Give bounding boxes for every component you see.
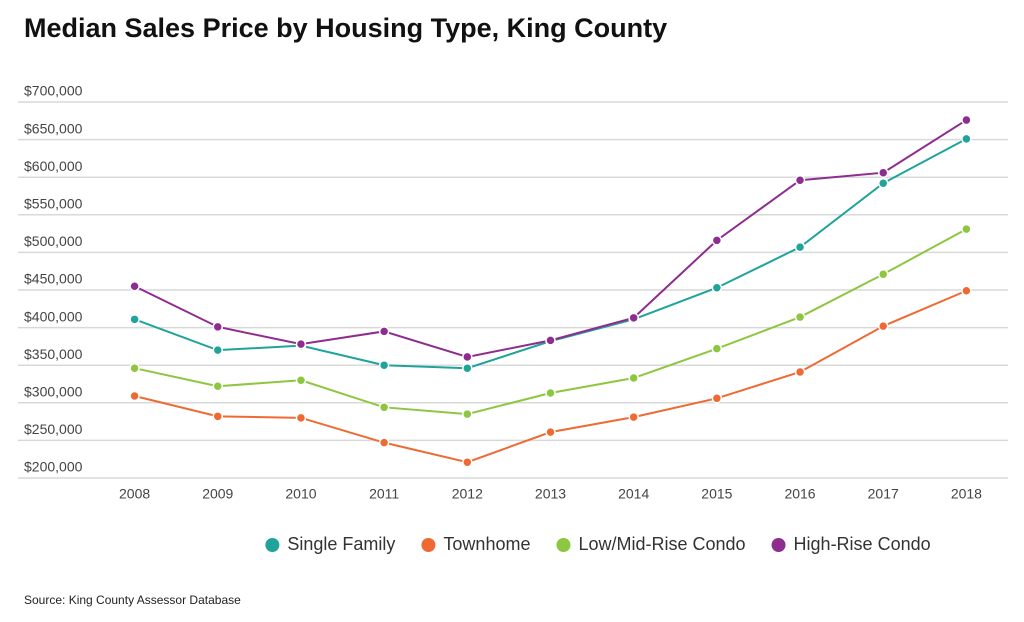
y-tick-label: $550,000 <box>24 196 83 212</box>
y-tick-label: $600,000 <box>24 158 83 174</box>
data-point <box>794 241 806 253</box>
data-point <box>212 411 224 422</box>
data-point <box>129 280 140 292</box>
data-point <box>711 282 723 293</box>
legend-label: Townhome <box>443 534 530 554</box>
chart-title: Median Sales Price by Housing Type, King… <box>24 13 667 43</box>
x-tick-label: 2014 <box>618 486 649 502</box>
data-point <box>129 362 140 374</box>
x-tick-label: 2011 <box>369 486 399 502</box>
data-point <box>877 320 889 332</box>
x-tick-label: 2013 <box>535 486 566 502</box>
x-tick-label: 2015 <box>701 486 732 502</box>
y-tick-label: $400,000 <box>24 308 83 324</box>
legend-label: Single Family <box>287 534 395 554</box>
y-tick-label: $700,000 <box>24 83 83 99</box>
legend-marker <box>556 538 571 552</box>
data-point <box>877 167 889 178</box>
data-point <box>378 326 390 337</box>
data-point <box>961 114 972 126</box>
data-point <box>295 338 307 350</box>
x-tick-label: 2017 <box>868 486 899 502</box>
data-point <box>378 359 390 371</box>
data-point <box>212 381 224 392</box>
y-tick-label: $200,000 <box>24 459 83 475</box>
data-point <box>628 372 639 384</box>
x-tick-label: 2018 <box>951 486 982 502</box>
data-point <box>462 362 473 374</box>
data-point <box>462 408 473 420</box>
data-point <box>545 335 556 346</box>
data-point <box>961 223 972 235</box>
y-tick-label: $250,000 <box>24 421 83 437</box>
legend-label: Low/Mid-Rise Condo <box>578 534 745 554</box>
y-tick-label: $350,000 <box>24 346 83 362</box>
data-point <box>545 426 556 438</box>
data-point <box>711 235 723 246</box>
series-line <box>134 119 967 358</box>
data-point <box>877 268 889 280</box>
series-line <box>134 137 967 370</box>
data-point <box>129 314 140 325</box>
data-point <box>462 351 473 363</box>
data-point <box>711 343 723 354</box>
x-tick-label: 2008 <box>119 486 150 502</box>
y-tick-label: $500,000 <box>24 233 83 249</box>
data-point <box>212 344 224 356</box>
data-point <box>462 456 473 468</box>
data-point <box>545 387 556 399</box>
data-point <box>877 177 889 189</box>
y-tick-label: $450,000 <box>24 271 83 287</box>
series-line <box>134 228 967 416</box>
x-tick-label: 2010 <box>285 486 316 502</box>
x-tick-label: 2012 <box>452 486 483 502</box>
data-point <box>794 311 806 323</box>
legend-marker <box>265 538 280 552</box>
data-point <box>794 174 806 186</box>
data-point <box>711 393 723 404</box>
y-tick-label: $650,000 <box>24 120 83 136</box>
x-tick-label: 2009 <box>202 486 233 502</box>
data-point <box>212 321 224 333</box>
data-point <box>129 390 140 402</box>
data-point <box>295 374 307 386</box>
data-point <box>295 412 307 424</box>
data-point <box>961 285 972 297</box>
source-note: Source: King County Assessor Database <box>24 593 241 607</box>
x-tick-label: 2016 <box>784 486 815 502</box>
data-point <box>961 133 972 145</box>
data-point <box>628 312 639 324</box>
legend-label: High-Rise Condo <box>794 534 931 554</box>
data-point <box>628 411 639 423</box>
data-point <box>794 366 806 378</box>
legend-marker <box>771 538 786 552</box>
y-tick-label: $300,000 <box>24 384 83 400</box>
legend-marker <box>421 538 436 552</box>
data-point <box>378 437 390 448</box>
data-point <box>378 402 390 413</box>
